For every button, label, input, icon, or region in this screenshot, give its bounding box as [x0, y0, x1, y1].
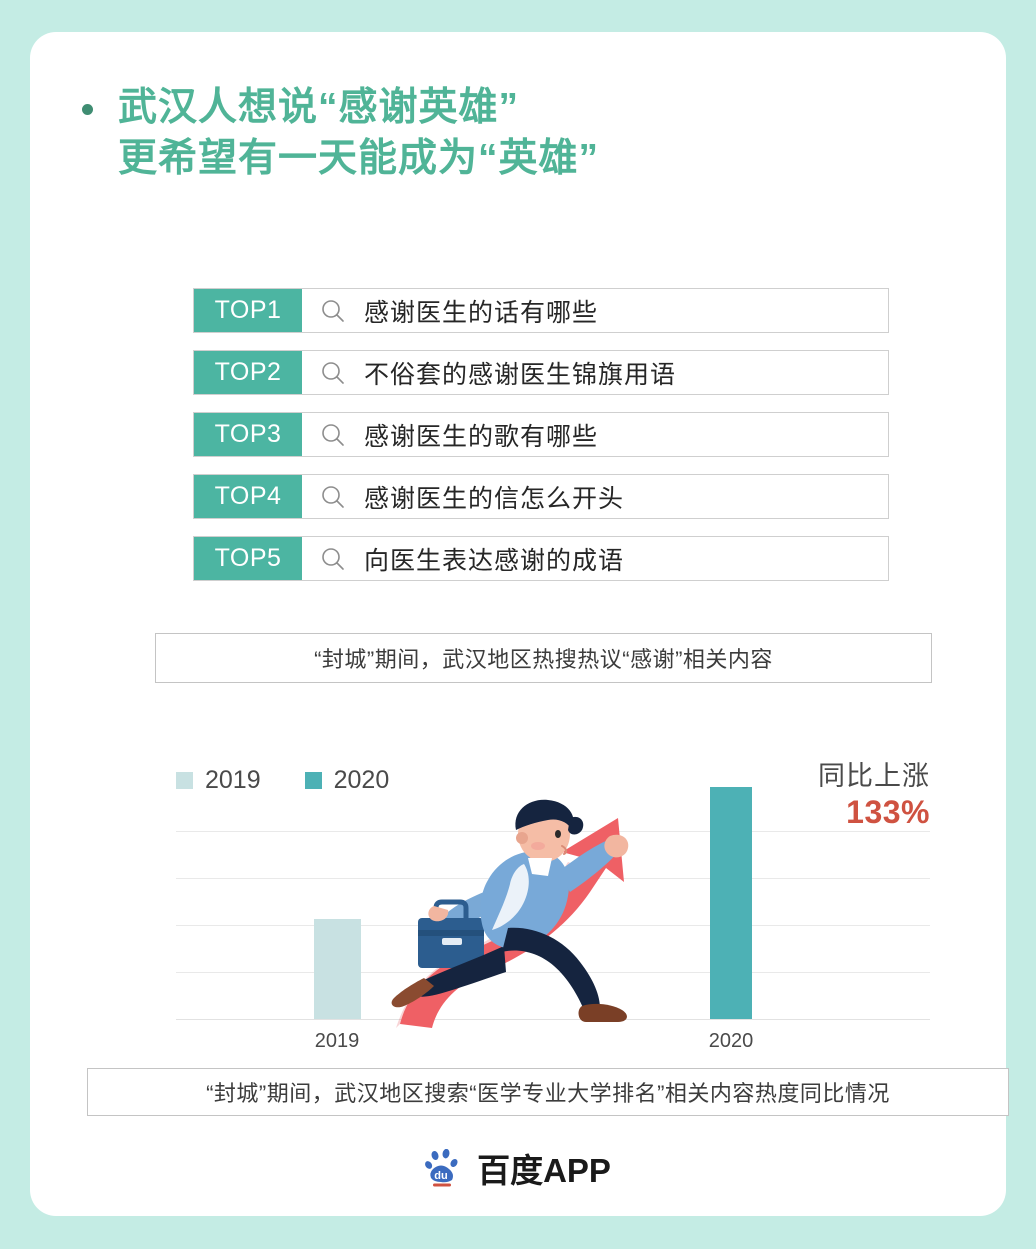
legend-swatch-2020 [304, 772, 322, 789]
rank-badge: TOP4 [194, 475, 302, 518]
list-item[interactable]: TOP2 不俗套的感谢医生锦旗用语 [193, 350, 889, 395]
growth-value: 133% [846, 793, 930, 830]
legend-item-2019: 2019 [176, 766, 261, 795]
baidu-app-label: 百度APP [477, 1152, 611, 1189]
search-query-text: 感谢医生的歌有哪些 [364, 422, 599, 451]
title-line-2: 更希望有一天能成为“英雄” [118, 137, 600, 181]
list-item[interactable]: TOP3 感谢医生的歌有哪些 [193, 412, 889, 457]
gridline [176, 831, 930, 832]
search-query-text: 感谢医生的信怎么开头 [364, 484, 625, 513]
search-query-text: 向医生表达感谢的成语 [364, 546, 625, 575]
page-title: 武汉人想说“感谢英雄” 更希望有一天能成为“英雄” [82, 82, 599, 185]
gridline [176, 972, 930, 973]
gridline [176, 878, 930, 879]
list-item[interactable]: TOP5 向医生表达感谢的成语 [193, 536, 889, 581]
search-query-text: 不俗套的感谢医生锦旗用语 [364, 360, 677, 389]
rank-badge: TOP2 [194, 351, 302, 394]
title-lines: 武汉人想说“感谢英雄” 更希望有一天能成为“英雄” [118, 82, 599, 185]
tick-label-2020: 2020 [708, 1030, 754, 1052]
legend-label-2019: 2019 [205, 766, 261, 794]
search-icon [302, 475, 364, 518]
baidu-paw-icon: du [425, 1149, 458, 1187]
list-item[interactable]: TOP1 感谢医生的话有哪些 [193, 288, 889, 333]
gridline [176, 925, 930, 926]
svg-text:du: du [434, 1170, 447, 1182]
chart-legend: 2019 2020 [176, 766, 389, 795]
title-line-1: 武汉人想说“感谢英雄” [118, 86, 520, 129]
growth-label: 同比上涨 [818, 761, 930, 791]
axis-baseline [176, 1019, 930, 1020]
rank-badge: TOP5 [194, 537, 302, 580]
search-query-text: 感谢医生的话有哪些 [364, 298, 599, 327]
caption-bottom: “封城”期间，武汉地区搜索“医学专业大学排名”相关内容热度同比情况 [87, 1068, 1009, 1116]
search-icon [302, 289, 364, 332]
growth-annotation: 同比上涨 133% [818, 760, 930, 831]
search-icon [302, 351, 364, 394]
rank-badge: TOP1 [194, 289, 302, 332]
rank-badge: TOP3 [194, 413, 302, 456]
top-search-list: TOP1 感谢医生的话有哪些 TOP2 不俗套的感谢医生锦旗用语 TOP3 [193, 288, 889, 598]
caption-top: “封城”期间，武汉地区热搜热议“感谢”相关内容 [155, 633, 932, 683]
chart-plot-area: 2019 2020 [176, 786, 930, 1052]
legend-item-2020: 2020 [304, 766, 390, 795]
list-item[interactable]: TOP4 感谢医生的信怎么开头 [193, 474, 889, 519]
bar-chart: 2019 2020 同比上涨 133% [30, 752, 1006, 1052]
search-icon [302, 413, 364, 456]
legend-label-2020: 2020 [333, 766, 390, 794]
bar-2019 [314, 919, 361, 1019]
bullet-point-icon [82, 104, 93, 115]
infographic-card: 武汉人想说“感谢英雄” 更希望有一天能成为“英雄” TOP1 感谢医生的话有哪些… [30, 32, 1009, 1216]
legend-swatch-2019 [176, 772, 193, 789]
bar-2020 [710, 787, 752, 1019]
baidu-app-logo: du 百度APP [30, 1144, 1006, 1192]
search-icon [302, 537, 364, 580]
tick-label-2019: 2019 [314, 1030, 360, 1052]
